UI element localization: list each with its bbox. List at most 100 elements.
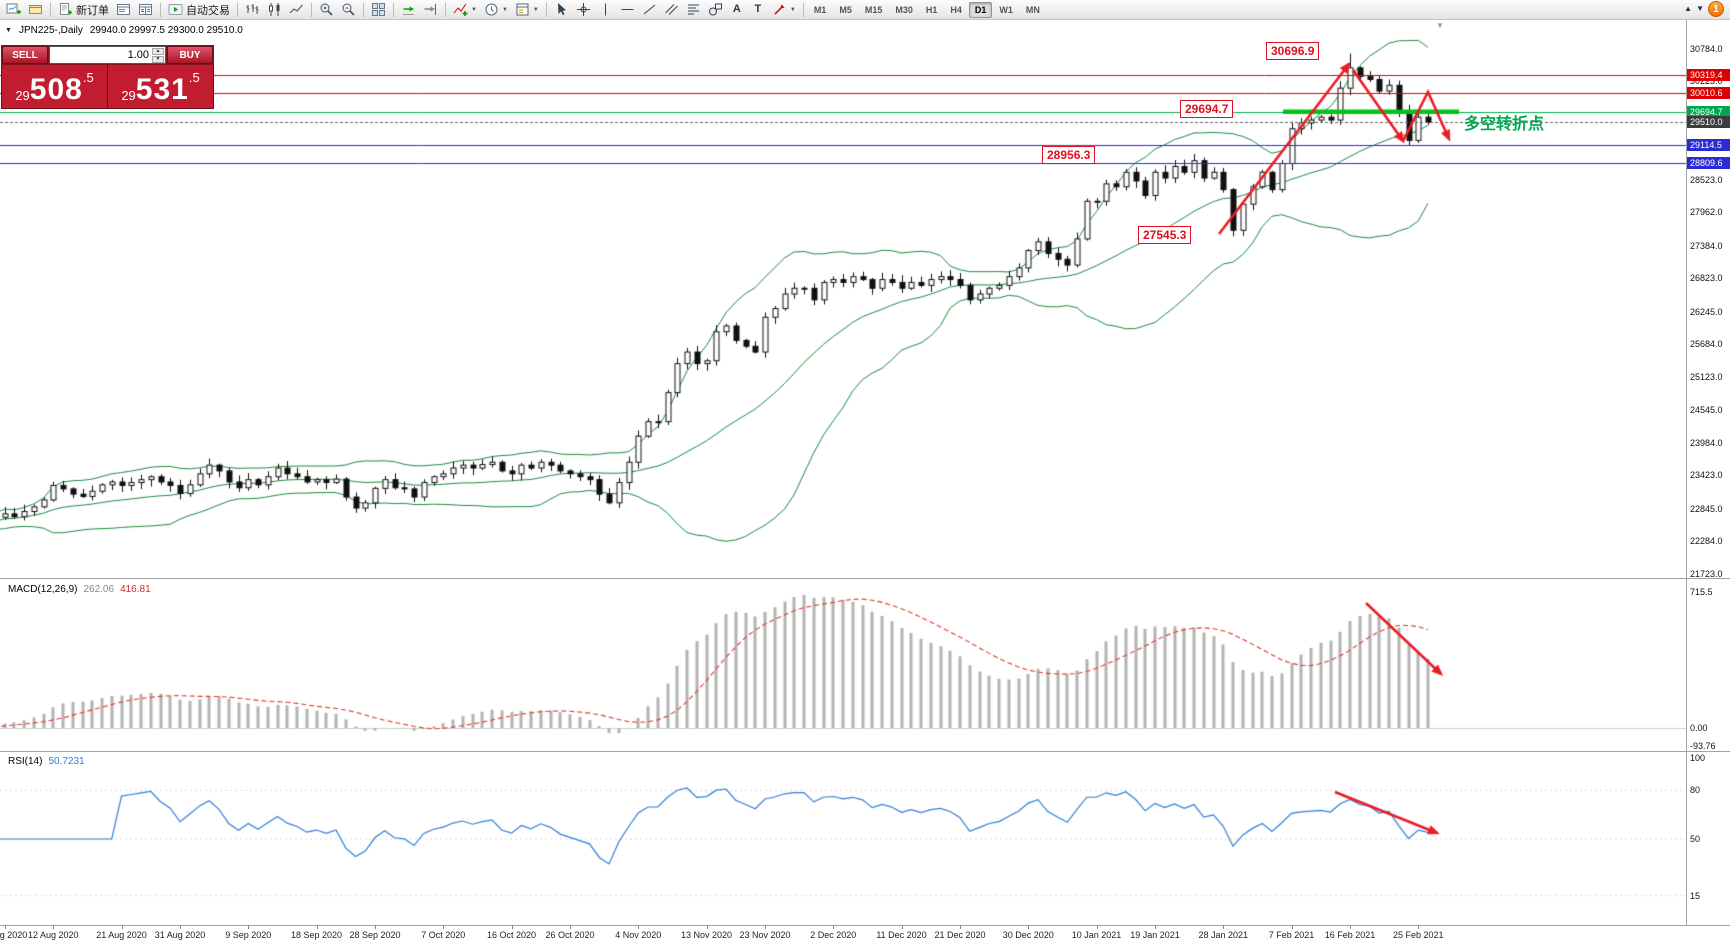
date-tick <box>375 925 376 929</box>
date-label: 12 Aug 2020 <box>27 930 79 940</box>
symbol-period-title: JPN225-,Daily <box>18 25 83 36</box>
data-window-button[interactable] <box>135 1 156 18</box>
zoom-in-button[interactable] <box>316 1 337 18</box>
one-click-collapse-arrow[interactable]: ▼ <box>5 27 12 34</box>
rsi-axis-label: 15 <box>1690 890 1701 901</box>
macd-axis-label: -93.76 <box>1690 740 1716 751</box>
line-chart-type-button[interactable] <box>286 1 307 18</box>
line-chart-type-icon <box>289 4 303 14</box>
vertical-line-button[interactable] <box>595 1 616 18</box>
toolbar-overflow-up-button[interactable]: ▲ <box>1684 4 1693 13</box>
price-tick-label: 26823.0 <box>1690 273 1723 284</box>
date-label: 5 Aug 2020 <box>0 930 28 940</box>
price-annotation-box[interactable]: 29694.7 <box>1180 100 1234 118</box>
rsi-label-row: RSI(14) 50.7231 <box>8 756 85 767</box>
new-chart-button[interactable] <box>3 1 24 18</box>
dropdown-caret-icon: ▼ <box>501 6 508 13</box>
data-window-icon <box>139 4 152 15</box>
templates-button[interactable]: ▼ <box>512 1 542 18</box>
tf-button-m30[interactable]: M30 <box>895 4 913 15</box>
tf-button-m15[interactable]: M15 <box>864 4 883 15</box>
price-tick-label: 26245.0 <box>1690 306 1723 317</box>
sell-price-prefix: 29 <box>15 88 30 103</box>
tf-button-h4[interactable]: H4 <box>950 4 962 15</box>
tf-button-h1[interactable]: H1 <box>925 4 938 15</box>
volume-increase-button[interactable]: ▲ <box>152 48 164 55</box>
periods-button[interactable]: ▼ <box>481 1 511 18</box>
macd-panel-separator[interactable] <box>0 578 1730 579</box>
price-tag: 28809.6 <box>1687 157 1730 169</box>
tf-button-w1[interactable]: W1 <box>999 4 1013 15</box>
sell-button[interactable]: SELL <box>2 46 48 64</box>
text-label-icon: T <box>754 3 762 15</box>
turning-point-label[interactable]: 多空转折点 <box>1464 116 1545 133</box>
price-tick-label: 21723.0 <box>1690 569 1723 579</box>
trendline-button[interactable] <box>639 1 660 18</box>
new-order-button[interactable]: 新订单 <box>55 1 112 18</box>
toolbar-separator <box>445 2 446 17</box>
price-annotation-box[interactable]: 30696.9 <box>1266 42 1320 60</box>
date-label: 25 Feb 2021 <box>1392 930 1444 940</box>
market-watch-button[interactable] <box>113 1 134 18</box>
candle-chart-type-button[interactable] <box>264 1 285 18</box>
rsi-panel-separator[interactable] <box>0 751 1730 752</box>
volume-decrease-button[interactable]: ▼ <box>152 56 164 63</box>
date-tick <box>122 925 123 929</box>
date-label: 26 Oct 2020 <box>545 930 595 940</box>
buy-button[interactable]: BUY <box>167 46 213 64</box>
notification-badge[interactable]: 1 <box>1708 1 1724 17</box>
toolbar-overflow-down-button[interactable]: ▼ <box>1696 4 1704 13</box>
volume-box: ▲ ▼ <box>49 46 166 64</box>
date-label: 23 Nov 2020 <box>739 930 791 940</box>
price-tick-label: 22284.0 <box>1690 536 1723 547</box>
time-axis-separator <box>0 925 1730 926</box>
price-tick-label: 30784.0 <box>1690 43 1723 54</box>
autotrade-button[interactable]: 自动交易 <box>165 1 233 18</box>
price-annotation-box[interactable]: 28956.3 <box>1042 146 1096 164</box>
chart-shift-marker[interactable]: ▼ <box>1436 21 1444 30</box>
price-tick-label: 25123.0 <box>1690 371 1723 382</box>
channel-button[interactable] <box>661 1 682 18</box>
date-label: 7 Feb 2021 <box>1268 930 1315 940</box>
price-annotation-box[interactable]: 27545.3 <box>1138 226 1192 244</box>
date-tick <box>5 925 6 929</box>
profiles-button[interactable] <box>25 1 46 18</box>
vertical-line-icon <box>604 3 606 16</box>
chart-shift-button[interactable] <box>420 1 441 18</box>
date-tick <box>707 925 708 929</box>
arrows-tool-button[interactable]: ▼ <box>769 1 799 18</box>
zoom-out-button[interactable] <box>338 1 359 18</box>
new-order-label: 新订单 <box>76 4 109 17</box>
indicators-button[interactable]: ▼ <box>450 1 480 18</box>
crosshair-button[interactable] <box>573 1 594 18</box>
toolbar-separator <box>802 2 804 17</box>
ohlc-readout: 29940.0 29997.5 29300.0 29510.0 <box>89 25 243 36</box>
tile-windows-icon <box>372 3 385 16</box>
price-tick-label: 22845.0 <box>1690 503 1723 514</box>
price-tag: 29694.7 <box>1687 105 1730 118</box>
text-button[interactable]: A <box>727 1 747 18</box>
tile-windows-button[interactable] <box>368 1 389 18</box>
fibonacci-button[interactable] <box>683 1 704 18</box>
auto-scroll-button[interactable] <box>398 1 419 18</box>
sell-price-display[interactable]: 29 508 .5 <box>2 65 107 108</box>
chart-shift-icon <box>424 4 436 15</box>
tf-button-m5[interactable]: M5 <box>839 4 852 15</box>
cursor-button[interactable] <box>551 1 572 18</box>
tf-button-m1[interactable]: M1 <box>813 4 827 15</box>
price-tick-label: 25684.0 <box>1690 339 1723 350</box>
price-tag: 30010.6 <box>1687 87 1730 100</box>
tf-button-mn[interactable]: MN <box>1025 4 1040 15</box>
text-label-button[interactable]: T <box>748 1 768 18</box>
rsi-axis-label: 100 <box>1690 753 1706 763</box>
tf-button-d1[interactable]: D1 <box>968 1 993 18</box>
horizontal-line-button[interactable] <box>617 1 638 18</box>
toolbar: 新订单 自动交易 <box>0 0 1730 20</box>
shapes-button[interactable] <box>705 1 726 18</box>
bar-chart-type-button[interactable] <box>242 1 263 18</box>
date-label: 21 Dec 2020 <box>934 930 986 940</box>
buy-price-display[interactable]: 29 531 .5 <box>108 65 213 108</box>
volume-input[interactable] <box>50 47 165 63</box>
